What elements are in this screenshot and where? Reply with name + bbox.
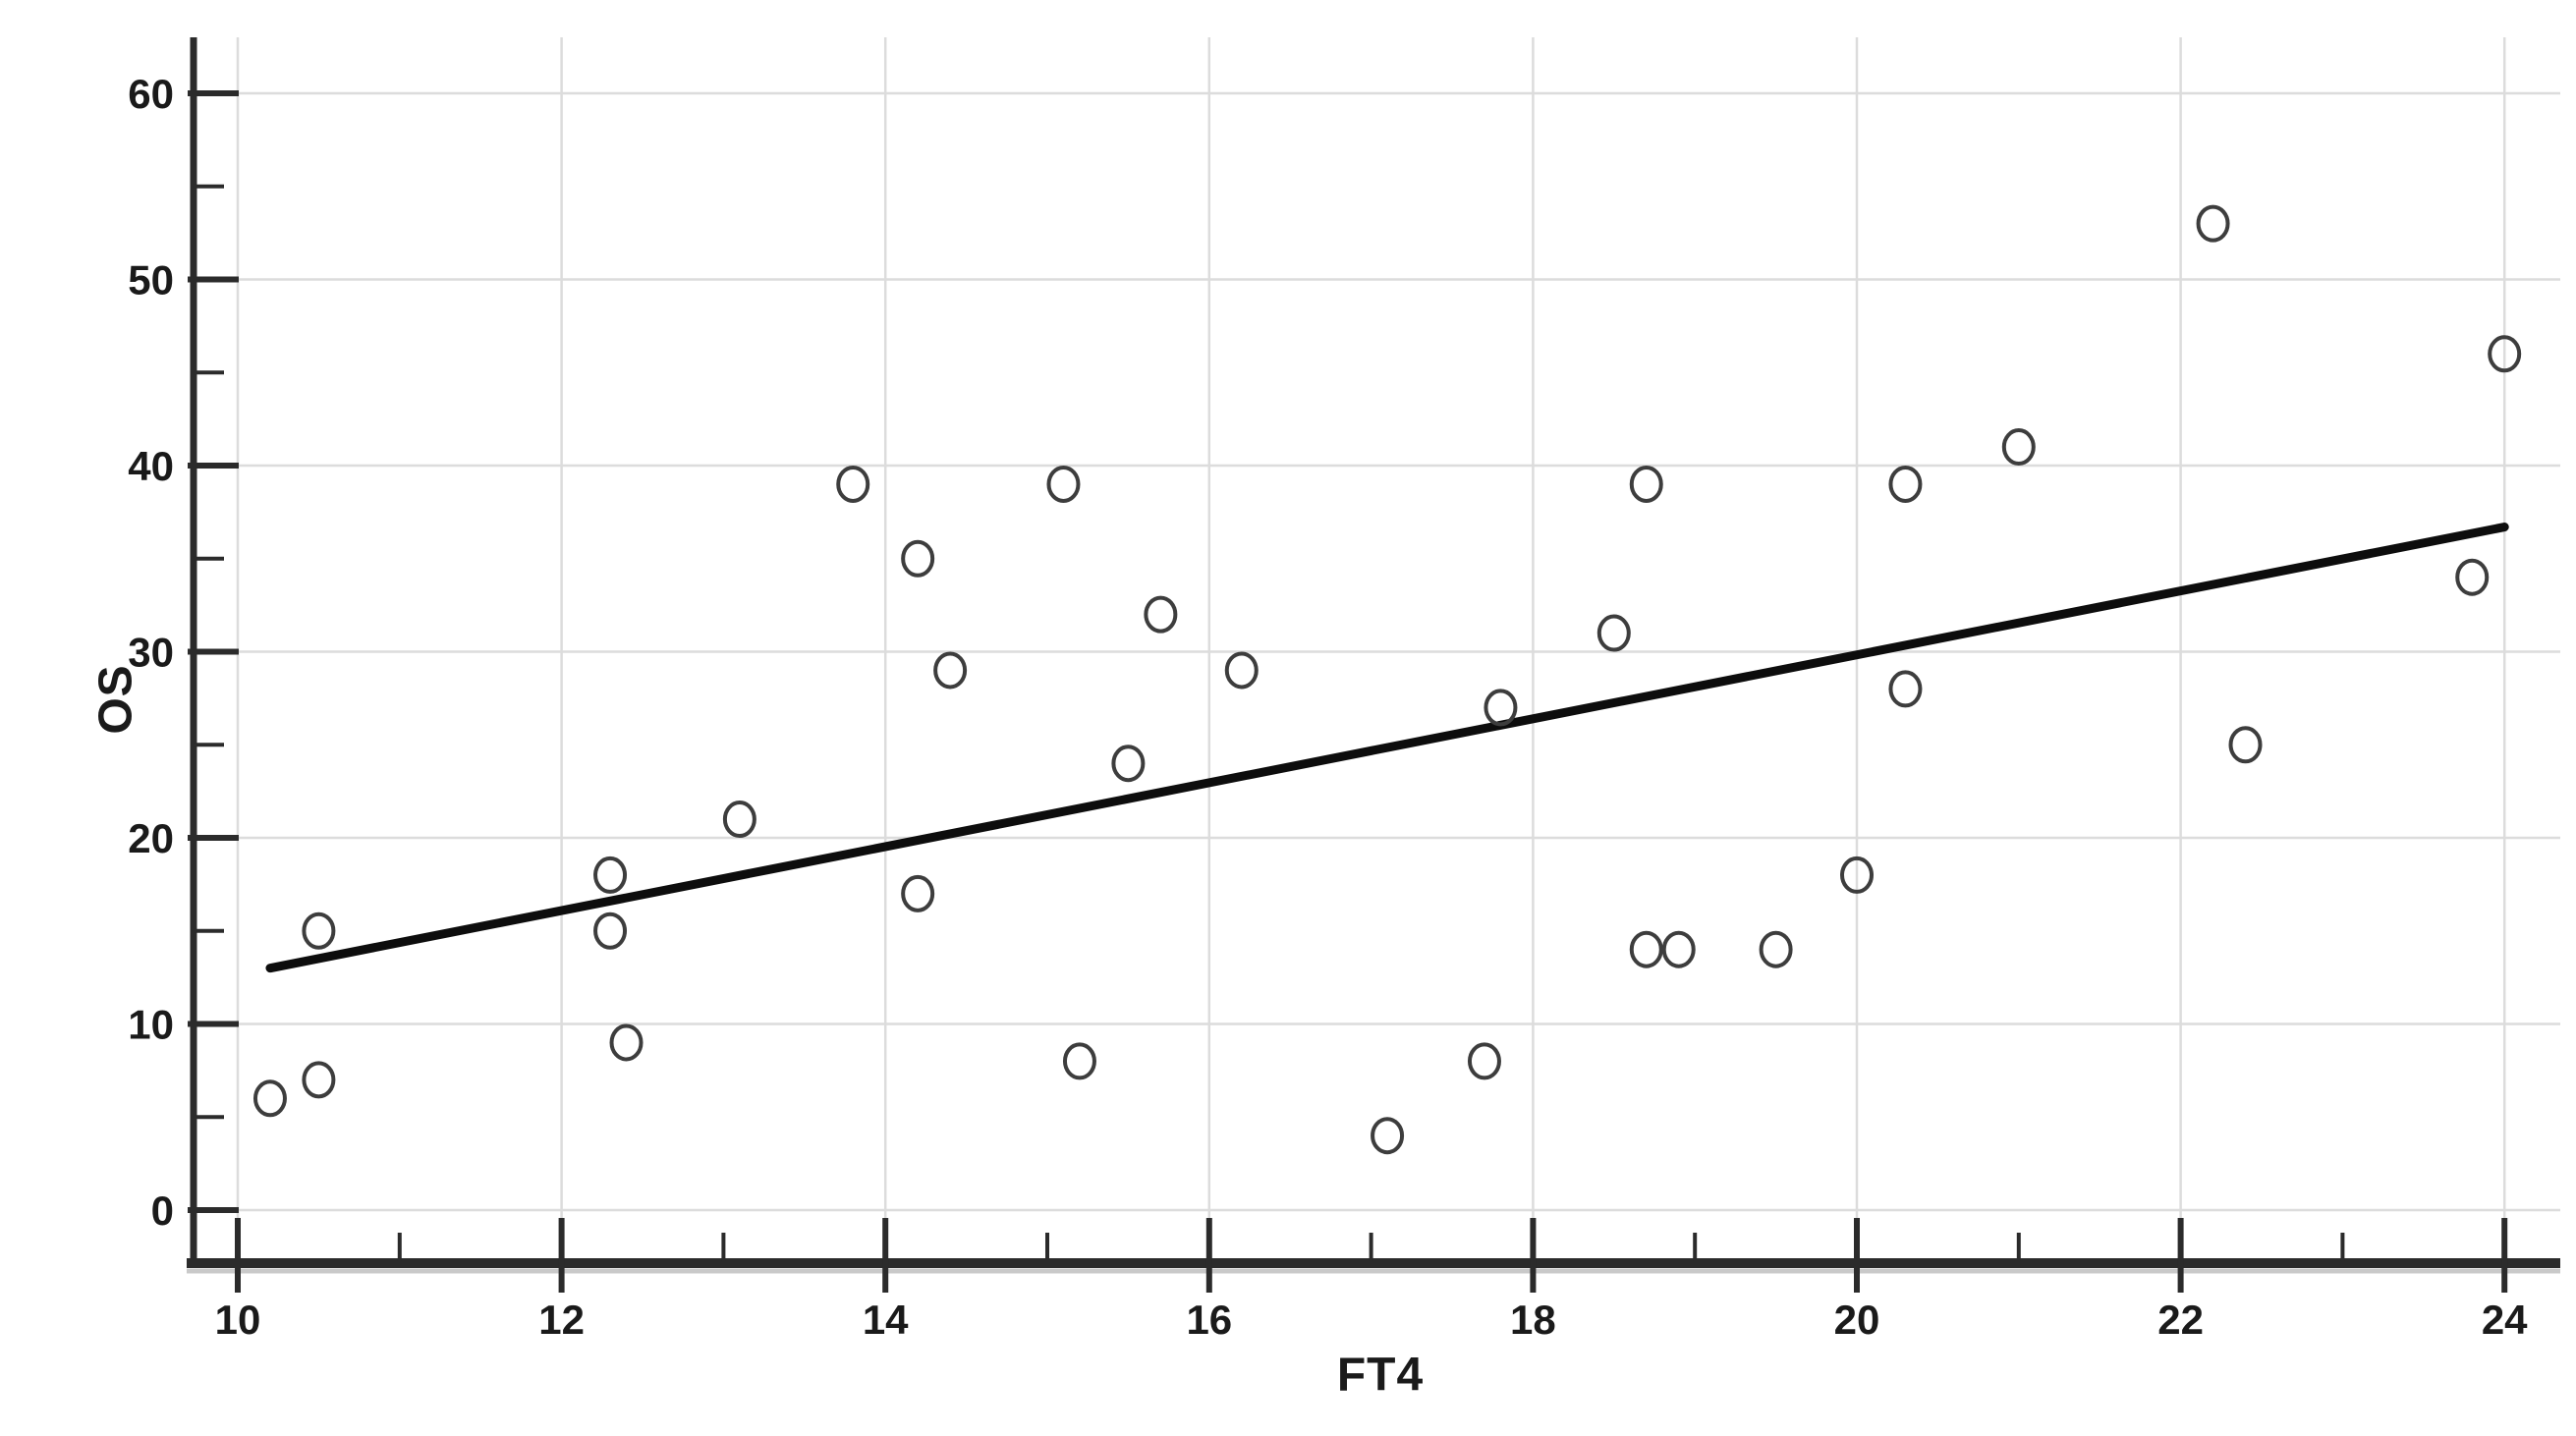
data-point bbox=[1484, 689, 1518, 727]
y-tick-label: 10 bbox=[128, 1002, 174, 1048]
x-tick-label: 12 bbox=[538, 1297, 585, 1343]
data-point bbox=[2228, 726, 2263, 764]
data-point bbox=[2196, 204, 2230, 243]
data-point bbox=[302, 1061, 336, 1099]
data-point bbox=[1224, 651, 1259, 690]
data-point bbox=[1840, 856, 1874, 894]
x-tick-label: 10 bbox=[215, 1297, 261, 1343]
data-point bbox=[593, 856, 628, 894]
data-point bbox=[1062, 1042, 1096, 1080]
x-tick-label: 20 bbox=[1834, 1297, 1880, 1343]
data-point bbox=[1596, 614, 1631, 652]
data-point bbox=[1888, 465, 1923, 503]
y-tick-label: 60 bbox=[128, 71, 174, 117]
data-point bbox=[1759, 930, 1793, 968]
data-point bbox=[1371, 1117, 1405, 1155]
y-axis-title: OS bbox=[89, 664, 142, 735]
x-tick-label: 16 bbox=[1186, 1297, 1232, 1343]
y-tick-label: 20 bbox=[128, 815, 174, 861]
data-point bbox=[2001, 428, 2036, 467]
x-tick-label: 14 bbox=[863, 1297, 909, 1343]
x-tick-label: 18 bbox=[1510, 1297, 1556, 1343]
y-tick-label: 0 bbox=[151, 1187, 174, 1234]
data-point bbox=[1046, 465, 1081, 503]
data-point bbox=[593, 911, 628, 950]
data-point bbox=[2488, 335, 2522, 373]
data-point bbox=[933, 651, 968, 690]
x-axis-title: FT4 bbox=[1336, 1349, 1425, 1402]
x-tick-label: 22 bbox=[2157, 1297, 2204, 1343]
data-point bbox=[1661, 930, 1696, 968]
data-point bbox=[252, 1079, 287, 1118]
data-point bbox=[1111, 745, 1146, 783]
data-point bbox=[1888, 670, 1923, 708]
trendline bbox=[265, 523, 2509, 973]
y-tick-label: 30 bbox=[128, 630, 174, 676]
data-point bbox=[609, 1023, 644, 1062]
x-tick-label: 24 bbox=[2482, 1297, 2528, 1343]
data-point bbox=[901, 874, 935, 912]
data-point bbox=[836, 465, 870, 503]
data-point bbox=[1629, 465, 1663, 503]
y-tick-label: 50 bbox=[128, 257, 174, 304]
data-point bbox=[1144, 595, 1178, 634]
data-point bbox=[302, 911, 336, 950]
y-tick-label: 40 bbox=[128, 443, 174, 489]
data-point bbox=[722, 801, 756, 839]
data-point bbox=[901, 539, 935, 578]
data-point bbox=[2455, 558, 2490, 596]
data-point bbox=[1467, 1042, 1501, 1080]
data-point bbox=[1629, 930, 1663, 968]
